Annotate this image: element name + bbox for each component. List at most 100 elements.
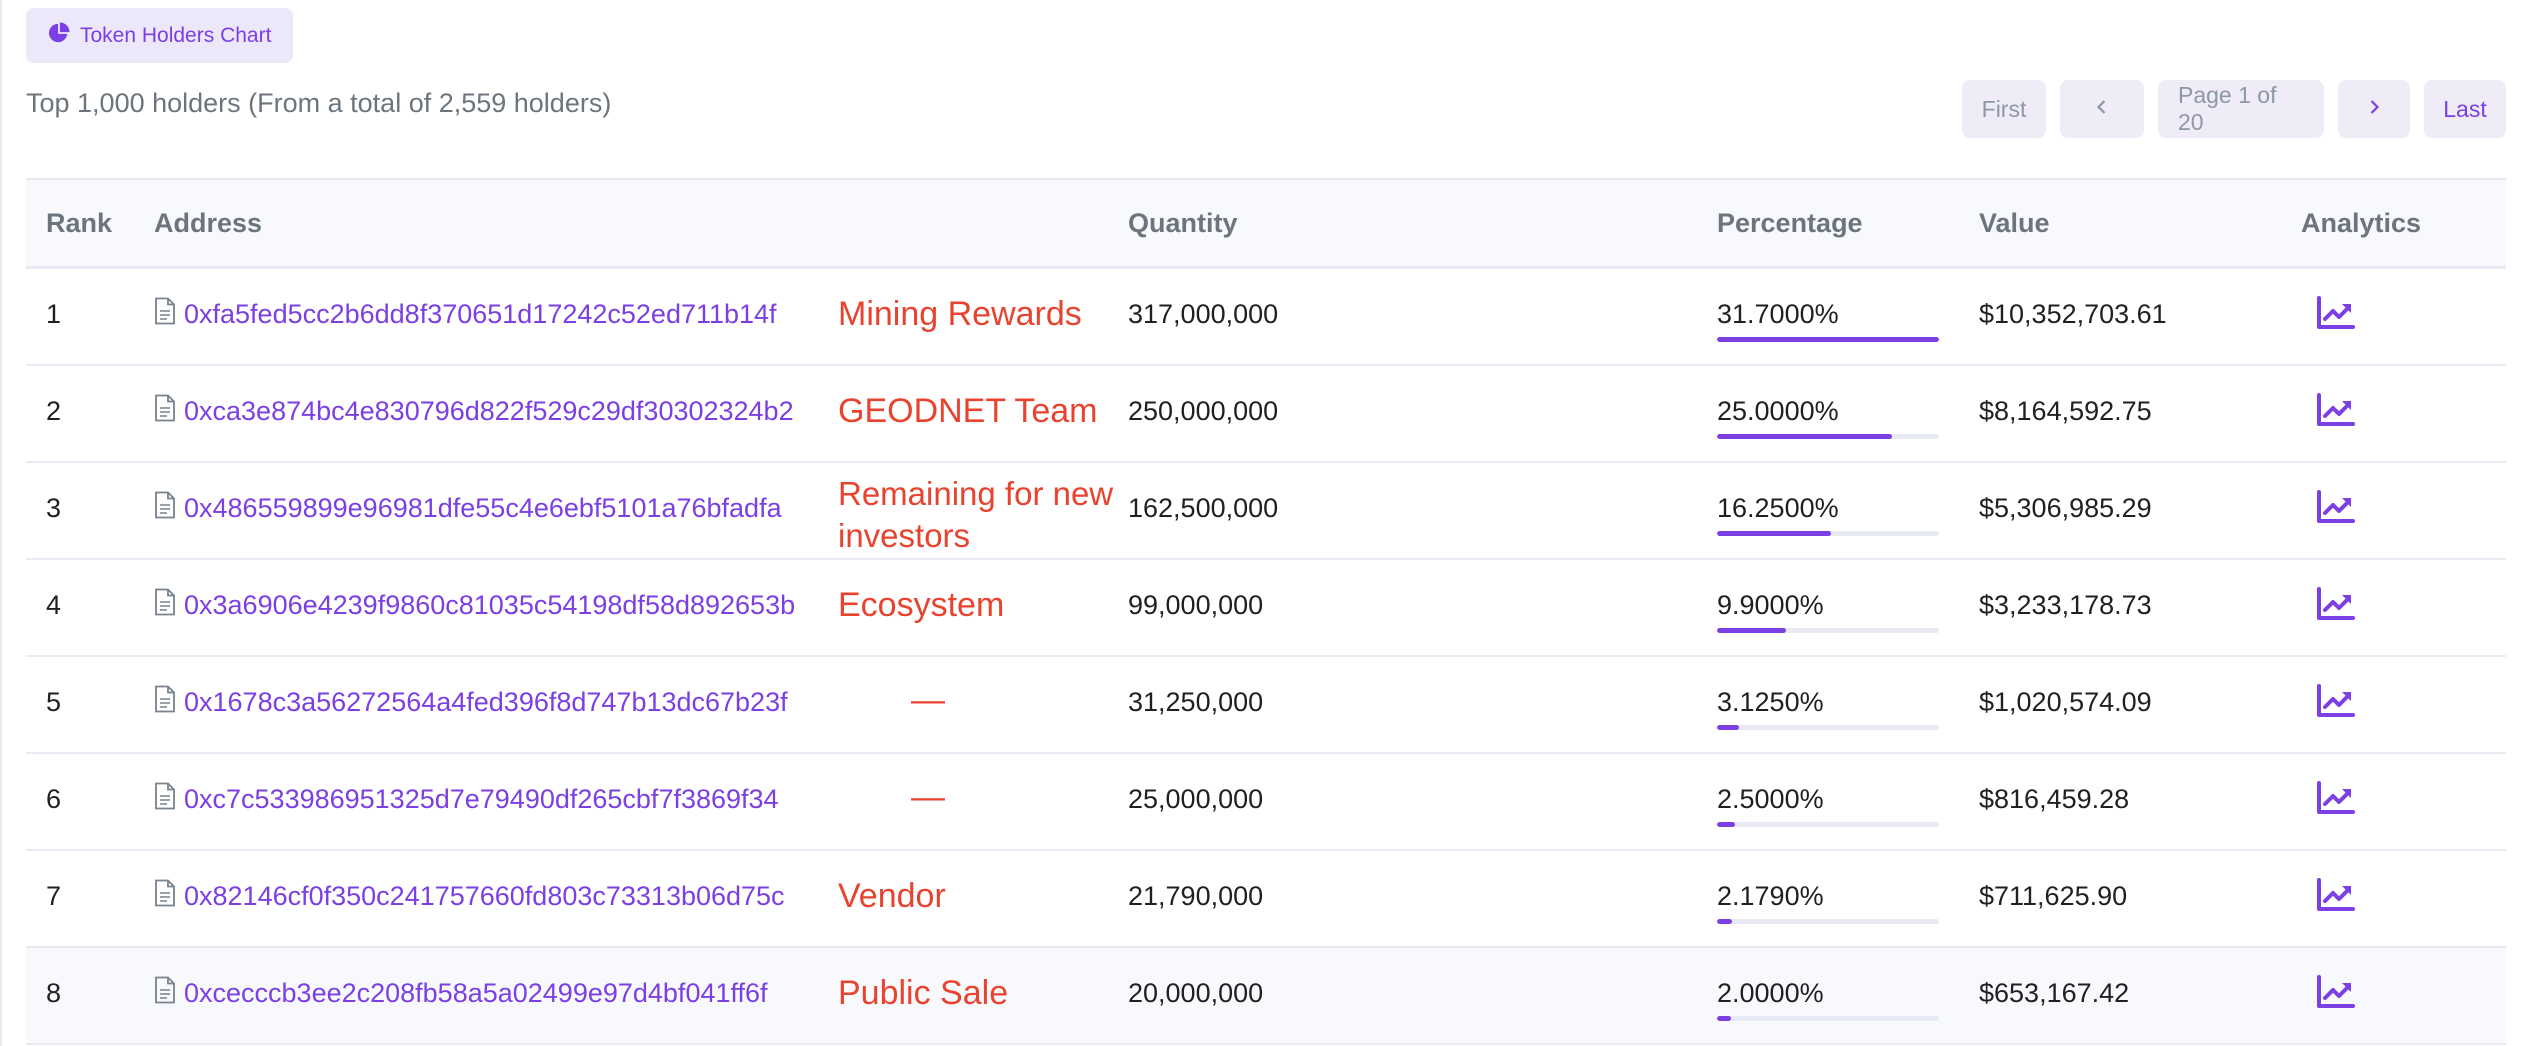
address-link[interactable]: 0x3a6906e4239f9860c81035c54198df58d89265… (154, 588, 795, 623)
rank-cell: 3 (46, 493, 62, 523)
quantity-cell: 31,250,000 (1128, 687, 1264, 717)
analytics-button[interactable] (2316, 974, 2356, 1017)
table-row: 5 0x1678c3a56272564a4fed396f8d747b13dc67… (26, 657, 2506, 754)
value-cell: $816,459.28 (1979, 784, 2130, 814)
value-cell: $10,352,703.61 (1979, 299, 2167, 329)
percentage-bar-fill (1717, 1016, 1731, 1021)
percentage-bar (1717, 919, 1939, 924)
percentage-bar-fill (1717, 628, 1787, 633)
table-row: 4 0x3a6906e4239f9860c81035c54198df58d892… (26, 560, 2506, 657)
address-text: 0xcecccb3ee2c208fb58a5a02499e97d4bf041ff… (184, 978, 768, 1008)
analytics-button[interactable] (2316, 586, 2356, 629)
address-link[interactable]: 0x486559899e96981dfe55c4e6ebf5101a76bfad… (154, 491, 782, 526)
address-text: 0xc7c533986951325d7e79490df265cbf7f3869f… (184, 784, 779, 814)
address-text: 0x82146cf0f350c241757660fd803c73313b06d7… (184, 881, 785, 911)
percentage-cell: 16.2500% (1717, 493, 1839, 523)
trend-chart-icon (2316, 587, 2356, 628)
table-row: 8 0xcecccb3ee2c208fb58a5a02499e97d4bf041… (26, 948, 2506, 1045)
quantity-cell: 162,500,000 (1128, 493, 1279, 523)
document-icon (154, 297, 176, 332)
trend-chart-icon (2316, 393, 2356, 434)
next-page-button[interactable] (2338, 80, 2410, 138)
address-header: Address (154, 208, 263, 238)
percentage-cell: 2.1790% (1717, 881, 1824, 911)
document-icon (154, 685, 176, 720)
rank-header: Rank (46, 208, 113, 238)
chevron-right-icon (2364, 96, 2384, 123)
percentage-bar-fill (1717, 919, 1733, 924)
percentage-cell: 25.0000% (1717, 396, 1839, 426)
analytics-header: Analytics (2301, 208, 2422, 238)
percentage-bar (1717, 822, 1939, 827)
holder-annotation: — (911, 681, 945, 719)
address-link[interactable]: 0x1678c3a56272564a4fed396f8d747b13dc67b2… (154, 685, 788, 720)
trend-chart-icon (2316, 296, 2356, 337)
address-link[interactable]: 0xfa5fed5cc2b6dd8f370651d17242c52ed711b1… (154, 297, 777, 332)
holder-annotation: Mining Rewards (838, 295, 1082, 333)
rank-cell: 7 (46, 881, 62, 911)
address-text: 0xca3e874bc4e830796d822f529c29df30302324… (184, 396, 794, 426)
address-text: 0xfa5fed5cc2b6dd8f370651d17242c52ed711b1… (184, 299, 777, 329)
quantity-header: Quantity (1128, 208, 1238, 238)
token-holders-chart-button[interactable]: Token Holders Chart (26, 8, 294, 63)
trend-chart-icon (2316, 684, 2356, 725)
value-cell: $653,167.42 (1979, 978, 2130, 1008)
document-icon (154, 394, 176, 429)
chevron-left-icon (2092, 96, 2112, 123)
rank-cell: 4 (46, 590, 62, 620)
percentage-cell: 31.7000% (1717, 299, 1839, 329)
address-text: 0x1678c3a56272564a4fed396f8d747b13dc67b2… (184, 687, 788, 717)
analytics-button[interactable] (2316, 683, 2356, 726)
percentage-cell: 3.1250% (1717, 687, 1824, 717)
analytics-button[interactable] (2316, 392, 2356, 435)
quantity-cell: 250,000,000 (1128, 396, 1279, 426)
analytics-button[interactable] (2316, 780, 2356, 823)
last-page-button[interactable]: Last (2424, 80, 2506, 138)
analytics-button[interactable] (2316, 877, 2356, 920)
percentage-bar (1717, 531, 1939, 536)
holder-annotation: — (911, 778, 945, 816)
trend-chart-icon (2316, 878, 2356, 919)
percentage-header: Percentage (1717, 208, 1863, 238)
percentage-cell: 2.5000% (1717, 784, 1824, 814)
trend-chart-icon (2316, 490, 2356, 531)
first-page-button[interactable]: First (1962, 80, 2046, 138)
holders-table: Rank Address Quantity Percentage Value A… (26, 178, 2506, 1045)
table-row: 1 0xfa5fed5cc2b6dd8f370651d17242c52ed711… (26, 269, 2506, 366)
value-header: Value (1979, 208, 2050, 238)
percentage-cell: 2.0000% (1717, 978, 1824, 1008)
previous-page-button[interactable] (2060, 80, 2144, 138)
holder-annotation: GEODNET Team (838, 392, 1098, 430)
page-border (0, 0, 2, 1046)
token-holders-chart-label: Token Holders Chart (80, 23, 272, 47)
pie-chart-icon (48, 21, 70, 50)
analytics-button[interactable] (2316, 489, 2356, 532)
trend-chart-icon (2316, 975, 2356, 1016)
address-link[interactable]: 0xca3e874bc4e830796d822f529c29df30302324… (154, 394, 794, 429)
percentage-bar (1717, 337, 1939, 342)
document-icon (154, 782, 176, 817)
rank-cell: 1 (46, 299, 62, 329)
percentage-bar (1717, 1016, 1939, 1021)
rank-cell: 5 (46, 687, 62, 717)
table-row: 6 0xc7c533986951325d7e79490df265cbf7f386… (26, 754, 2506, 851)
page-indicator: Page 1 of 20 (2158, 80, 2324, 138)
address-text: 0x486559899e96981dfe55c4e6ebf5101a76bfad… (184, 493, 782, 523)
document-icon (154, 879, 176, 914)
table-row: 3 0x486559899e96981dfe55c4e6ebf5101a76bf… (26, 463, 2506, 560)
value-cell: $1,020,574.09 (1979, 687, 2152, 717)
percentage-bar-fill (1717, 337, 1939, 342)
address-link[interactable]: 0xcecccb3ee2c208fb58a5a02499e97d4bf041ff… (154, 976, 768, 1011)
document-icon (154, 491, 176, 526)
rank-cell: 8 (46, 978, 62, 1008)
percentage-bar (1717, 434, 1939, 439)
percentage-bar-fill (1717, 434, 1893, 439)
table-row: 7 0x82146cf0f350c241757660fd803c73313b06… (26, 851, 2506, 948)
address-link[interactable]: 0x82146cf0f350c241757660fd803c73313b06d7… (154, 879, 785, 914)
document-icon (154, 976, 176, 1011)
address-link[interactable]: 0xc7c533986951325d7e79490df265cbf7f3869f… (154, 782, 779, 817)
analytics-button[interactable] (2316, 295, 2356, 338)
trend-chart-icon (2316, 781, 2356, 822)
address-text: 0x3a6906e4239f9860c81035c54198df58d89265… (184, 590, 796, 620)
percentage-bar-fill (1717, 822, 1735, 827)
